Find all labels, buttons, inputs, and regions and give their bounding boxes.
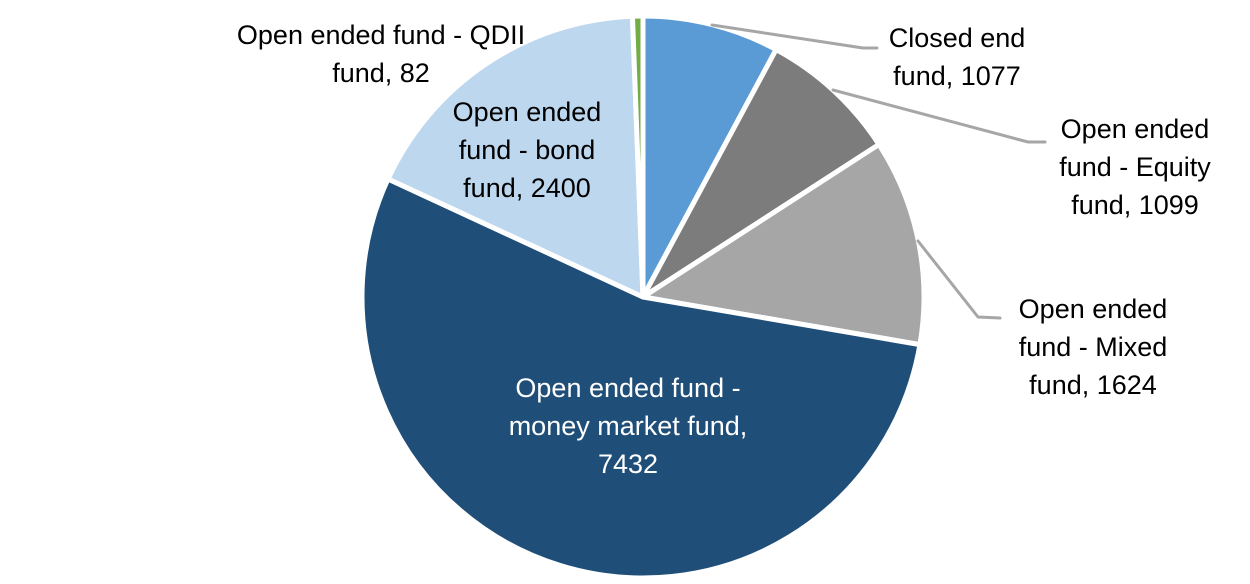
pie-label-line: fund - bond [458,135,596,165]
leader-line-mixed-fund [916,239,1002,320]
pie-slice-money-market-fund [359,176,923,581]
pie-label-money-market-fund: Open ended fund - money market fund, 743… [509,369,748,483]
pie-label-mixed-fund: Open ended fund - Mixed fund, 1624 [1019,290,1168,404]
leader-line-equity-fund [831,88,1047,144]
pie-label-line: Open ended [1060,114,1210,144]
pie-label-equity-fund: Open ended fund - Equity fund, 1099 [1059,110,1211,224]
pie-label-line: Closed end [888,23,1026,53]
pie-label-line: fund - Mixed [1018,332,1168,362]
pie-label-bond-fund: Open ended fund - bond fund, 2400 [453,93,602,207]
pie-label-closed-end-fund: Closed end fund, 1077 [889,19,1026,95]
pie-label-line: Open ended [1018,294,1168,324]
leader-line-closed-end-fund [710,23,879,50]
pie-label-line: fund - Equity [1059,152,1211,182]
pie-label-line: Open ended fund - QDII [236,20,526,50]
pie-label-line: 7432 [597,449,659,479]
pie-label-line: fund, 1624 [1029,370,1157,400]
pie-label-line: money market fund, [508,411,748,441]
pie-label-line: Open ended [452,97,602,127]
pie-label-qdii-fund: Open ended fund - QDII fund, 82 [237,16,525,92]
pie-slice-bond-fund [385,13,646,300]
pie-label-line: fund, 82 [332,58,430,88]
pie-label-line: fund, 2400 [463,173,591,203]
pie-label-line: fund, 1077 [893,61,1021,91]
pie-label-line: Open ended fund - [515,373,741,403]
pie-label-line: fund, 1099 [1071,190,1199,220]
pie-slice-qdii-fund [629,13,646,300]
